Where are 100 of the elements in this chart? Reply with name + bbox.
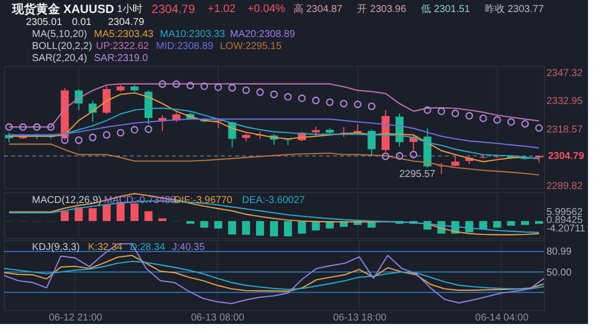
candlestick	[368, 129, 376, 156]
point	[479, 114, 487, 122]
text: +0.04%	[247, 3, 286, 15]
text: MID:2308.89	[156, 41, 214, 52]
y-tick-label: 2289.82	[546, 180, 584, 192]
text: MA10:2303.33	[160, 29, 226, 40]
point	[228, 84, 236, 92]
point	[507, 118, 515, 126]
point	[410, 150, 418, 158]
point	[270, 90, 278, 98]
point	[256, 88, 264, 96]
point	[214, 83, 222, 92]
bar	[493, 221, 502, 228]
bar	[200, 221, 208, 228]
point	[284, 93, 292, 101]
annotation: KDJ(9,3,3)	[32, 242, 80, 253]
candlestick	[312, 126, 320, 137]
point	[186, 82, 194, 90]
line-series	[8, 83, 540, 128]
text: 0.01	[72, 17, 92, 28]
y-tick-label: 2332.95	[546, 96, 584, 108]
point	[493, 116, 501, 124]
point	[200, 82, 208, 90]
text: 2304.79	[108, 17, 145, 28]
x-tick-label: 06-12 21:00	[48, 312, 103, 324]
text: 2305.01	[26, 17, 63, 28]
bar	[144, 211, 152, 222]
chart-title: 现货黄金 XAUUSD	[11, 2, 114, 16]
bar	[507, 221, 516, 226]
point	[144, 125, 152, 133]
text: 1小时	[117, 3, 143, 15]
point	[130, 126, 138, 134]
point	[326, 98, 334, 106]
bar	[270, 221, 278, 236]
x-tick-label: 06-14 04:00	[475, 312, 529, 324]
text: 低 2301.51	[421, 4, 470, 15]
point	[438, 108, 446, 116]
bar	[214, 221, 222, 228]
candlestick	[451, 154, 460, 167]
candlestick	[214, 117, 222, 129]
text: MA20:2308.89	[230, 29, 296, 40]
annotation: MACD(12,26,9)	[32, 195, 102, 206]
point	[172, 80, 180, 88]
point	[396, 152, 404, 160]
point	[535, 124, 543, 132]
bar	[521, 221, 530, 225]
point	[47, 123, 55, 131]
bar	[242, 221, 250, 235]
y-tick-label: 2347.32	[546, 68, 584, 79]
series-label: DEA:-3.60027	[242, 195, 306, 206]
point	[312, 96, 320, 104]
line-series	[3, 254, 545, 292]
bar	[298, 221, 306, 234]
point	[242, 86, 250, 94]
text: J:40.35	[172, 242, 206, 253]
text: SAR:2319.0	[94, 53, 148, 64]
point	[521, 120, 529, 128]
text: LOW:2295.15	[220, 41, 282, 52]
bar	[479, 221, 488, 229]
bar	[256, 221, 264, 236]
x-tick-label: 06-13 18:00	[333, 312, 387, 324]
point	[74, 136, 82, 144]
text: 2304.79	[152, 2, 196, 16]
candlestick	[102, 86, 111, 115]
y-tick-label: -4.20711	[546, 223, 586, 234]
bar	[60, 211, 69, 222]
bar	[102, 204, 111, 222]
text: 昨收 2303.77	[484, 3, 544, 15]
x-tick-label: 06-13 08:00	[190, 312, 245, 324]
bar	[130, 203, 139, 222]
point	[354, 100, 362, 108]
series-label: DIF:-3.96770	[174, 195, 233, 206]
point	[298, 94, 306, 102]
bar	[74, 207, 83, 222]
point	[61, 136, 69, 144]
point	[382, 152, 390, 160]
text: 开 2303.96	[357, 4, 407, 15]
point	[5, 123, 13, 131]
line-series	[3, 260, 545, 290]
y-tick-label: 2318.57	[546, 124, 584, 136]
text: 高 2304.87	[293, 3, 343, 15]
line-series	[8, 193, 540, 236]
text: BOLL(20,2,2)	[32, 41, 92, 52]
point	[33, 123, 41, 131]
bar	[116, 202, 125, 222]
point	[368, 102, 376, 110]
ref-line-label: 2304.79	[548, 150, 585, 162]
y-tick-label: 80.99	[546, 246, 572, 258]
bar	[88, 208, 97, 222]
bar	[535, 221, 543, 224]
bar	[158, 218, 166, 222]
point	[102, 131, 110, 139]
point	[158, 80, 166, 88]
point	[340, 100, 348, 108]
text: MA5:2303.43	[94, 29, 154, 40]
point	[452, 110, 460, 118]
bar	[228, 221, 236, 234]
bar	[284, 221, 292, 236]
text: +1.02	[208, 3, 236, 15]
line-series	[8, 144, 540, 176]
